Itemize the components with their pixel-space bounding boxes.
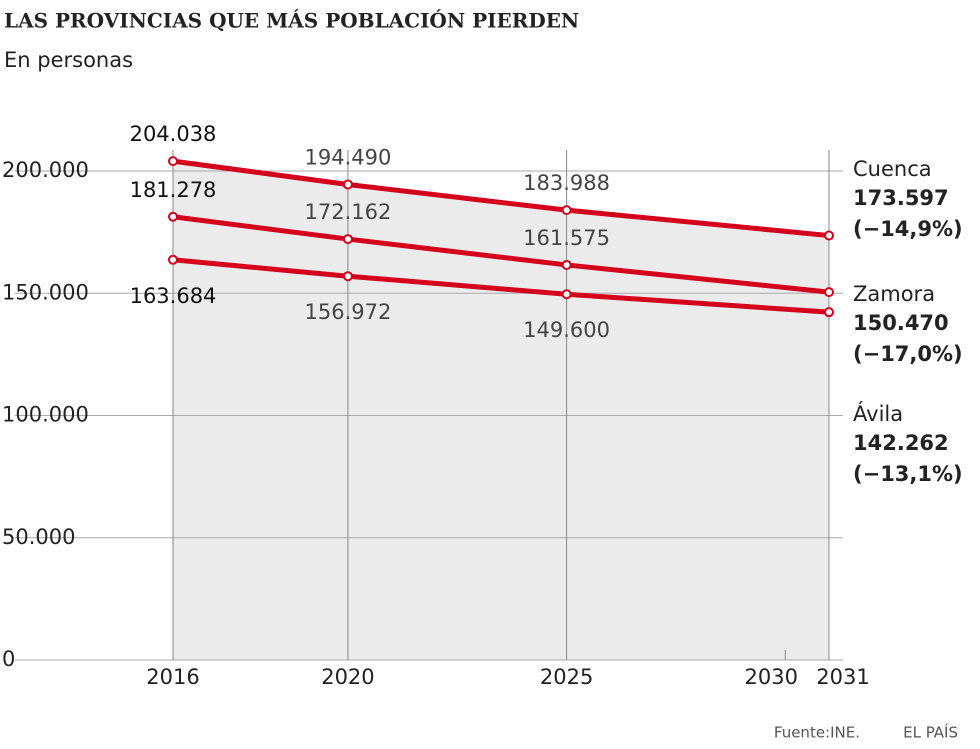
source: Fuente:INE. (774, 724, 860, 742)
area (173, 161, 829, 661)
data-label: 161.575 (523, 226, 610, 250)
chart-title: LAS PROVINCIAS QUE MÁS POBLACIÓN PIERDEN (4, 8, 579, 33)
y-tick-label: 50.000 (2, 525, 75, 549)
legend-label: Ávila (853, 401, 903, 426)
point (561, 259, 572, 270)
x-tick-label: 2031 (816, 665, 869, 689)
line (172, 257, 830, 315)
credit: EL PAÍS (903, 723, 958, 742)
legend-label: Zamora (853, 282, 935, 306)
point (561, 289, 572, 300)
data-label: 183.988 (523, 171, 610, 195)
x-tick-label: 2016 (146, 665, 199, 689)
end-value-label: 173.597 (853, 186, 949, 210)
data-label: 172.162 (305, 200, 392, 224)
data-label: 204.038 (130, 122, 217, 146)
y-tick-label: 100.000 (2, 403, 89, 427)
point (168, 156, 178, 167)
point (342, 271, 353, 282)
x-tick-label: 2020 (321, 665, 374, 689)
line (172, 158, 830, 239)
data-label: 156.972 (305, 300, 392, 324)
line (172, 214, 830, 295)
point (168, 211, 178, 222)
chart-subtitle: En personas (4, 48, 133, 72)
data-label: 163.684 (130, 284, 217, 308)
change-label: (−14,9%) (853, 217, 963, 241)
point (168, 254, 178, 265)
x-tick-label: 2025 (540, 665, 593, 689)
change-label: (−13,1%) (853, 462, 963, 486)
data-label: 194.490 (305, 145, 392, 169)
point (342, 179, 353, 190)
data-label: 149.600 (523, 318, 610, 342)
point (561, 205, 572, 216)
x-tick-label: 2030 (745, 665, 798, 689)
point (824, 230, 834, 241)
end-value-label: 142.262 (853, 431, 949, 455)
y-tick-label: 0 (2, 647, 15, 671)
point (824, 287, 834, 298)
end-value-label: 150.470 (853, 311, 949, 335)
y-tick-label: 150.000 (2, 280, 89, 304)
change-label: (−17,0%) (853, 342, 963, 366)
legend-label: Cuenca (853, 157, 932, 181)
point (342, 234, 353, 245)
data-label: 181.278 (130, 178, 217, 202)
y-tick-label: 200.000 (2, 158, 89, 182)
point (824, 307, 834, 318)
